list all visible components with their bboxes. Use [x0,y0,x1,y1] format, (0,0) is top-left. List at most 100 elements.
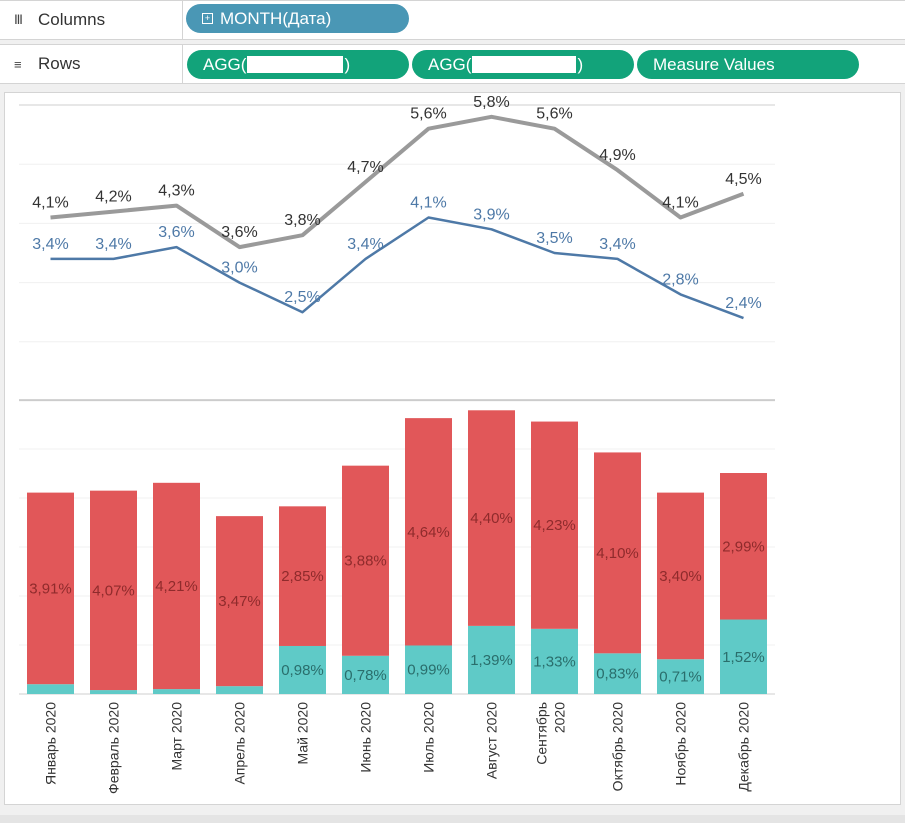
bar-data-label: 3,91% [29,580,72,597]
line-data-label: 2,8% [662,271,698,288]
bar-data-label: 4,21% [155,578,198,595]
line-data-label: 4,9% [599,147,635,164]
columns-shelf: Ⅲ Columns + MONTH(Дата) [0,0,905,40]
bar-segment-2 [27,492,74,685]
month-date-pill[interactable]: + MONTH(Дата) [186,4,409,33]
columns-shelf-label: Ⅲ Columns [0,1,183,39]
bar-data-label: 0,78% [344,667,387,684]
line-data-label: 4,2% [95,189,131,206]
bar-segment-1 [720,619,767,694]
agg-pill-1-suffix: ) [344,54,351,74]
bar-data-label: 3,47% [218,593,261,610]
bar-segment-1 [657,659,704,694]
bar-data-label: 2,85% [281,568,324,585]
line-data-label: 4,5% [725,171,761,188]
x-tick-label: Декабрь 2020 [736,702,752,792]
line-data-label: 4,1% [662,194,698,211]
bar-segment-1 [468,625,515,694]
bar-data-label: 1,52% [722,649,765,666]
agg-pill-1-prefix: AGG( [203,54,247,74]
line-data-label: 3,4% [32,236,68,253]
x-tick-label: Февраль 2020 [106,702,122,794]
line-data-label: 5,6% [410,106,446,123]
bar-segment-2 [405,418,452,646]
redacted-mask [247,56,344,73]
bar-segment-2 [342,465,389,656]
agg-pill-2-prefix: AGG( [428,54,472,74]
bar-data-label: 0,83% [596,666,639,683]
agg-pill-1[interactable]: AGG( ) [187,50,409,79]
line-series-2 [50,216,744,320]
bar-segment-1 [279,645,326,694]
bar-data-label: 3,40% [659,568,702,585]
columns-label-text: Columns [38,10,106,29]
line-data-label: 3,5% [536,230,572,247]
bar-data-label: 2,99% [722,538,765,555]
x-tick-label: Июль 2020 [421,702,437,773]
bar-data-label: 4,10% [596,545,639,562]
columns-icon: Ⅲ [14,12,23,27]
bar-segment-1 [531,628,578,694]
x-tick-label: Январь 2020 [43,702,59,785]
combo-chart: 4,1% 4,2% 4,3% 3,6% 3,8% 4,7% 5,6% 5,8% 5,6% 4,9%… [19,94,775,794]
line-data-label: 4,7% [347,159,383,176]
line-data-label: 3,8% [284,212,320,229]
bar-segment-1 [405,645,452,694]
line-data-label: 3,4% [347,236,383,253]
bar-data-label: 0,99% [407,662,450,679]
bar-data-label: 3,88% [344,553,387,570]
line-data-label: 2,5% [284,289,320,306]
line-series-1 [50,114,745,250]
expand-plus-icon[interactable]: + [202,13,213,24]
agg-pill-2[interactable]: AGG( ) [412,50,634,79]
measure-values-pill[interactable]: Measure Values [637,50,859,79]
line-data-label: 5,6% [536,106,572,123]
bar-data-label: 0,98% [281,662,324,679]
x-tick-label: 2020 [552,702,568,733]
line-data-label: 4,1% [32,194,68,211]
x-tick-label: Апрель 2020 [232,702,248,785]
rows-label-text: Rows [38,54,81,73]
bar-segment-2 [468,410,515,626]
line-data-label: 4,1% [410,194,446,211]
line-data-label: 3,0% [221,260,257,277]
bar-data-label: 0,71% [659,669,702,686]
bar-segment-2 [153,482,200,690]
redacted-mask [472,56,577,73]
x-tick-label: Октябрь 2020 [610,702,626,792]
x-tick-label: Май 2020 [295,702,311,765]
bar-segment-1 [594,653,641,694]
bar-segment-1 [153,689,200,694]
bar-segment-1 [342,655,389,694]
bar-data-label: 1,39% [470,652,513,669]
bar-segment-1 [216,686,263,694]
rows-icon: ≡ [14,56,22,72]
bar-data-label: 4,40% [470,510,513,527]
bar-data-label: 1,33% [533,653,576,670]
agg-pill-2-suffix: ) [577,54,584,74]
bar-segment-2 [531,421,578,629]
line-data-label: 2,4% [725,295,761,312]
line-data-label: 3,9% [473,206,509,223]
bar-data-label: 4,07% [92,582,135,599]
measure-values-pill-label: Measure Values [653,54,775,74]
x-tick-label: Июнь 2020 [358,702,374,773]
month-date-pill-label: MONTH(Дата) [220,8,332,28]
line-data-label: 3,4% [599,236,635,253]
bar-data-label: 4,23% [533,517,576,534]
bar-segment-2 [594,452,641,654]
line-data-label: 4,3% [158,183,194,200]
bottom-tab-strip [0,815,905,823]
x-tick-label: Сентябрь [534,702,550,765]
bar-segment-2 [90,490,137,691]
line-data-label: 3,4% [95,236,131,253]
line-data-label: 3,6% [221,224,257,241]
rows-shelf-label: ≡ Rows [0,45,183,83]
x-tick-label: Март 2020 [169,702,185,771]
line-data-label: 3,6% [158,224,194,241]
x-tick-label: Август 2020 [484,702,500,779]
bar-segment-1 [27,684,74,694]
x-tick-label: Ноябрь 2020 [673,702,689,786]
bar-segment-2 [216,516,263,687]
bar-segment-1 [90,690,137,694]
